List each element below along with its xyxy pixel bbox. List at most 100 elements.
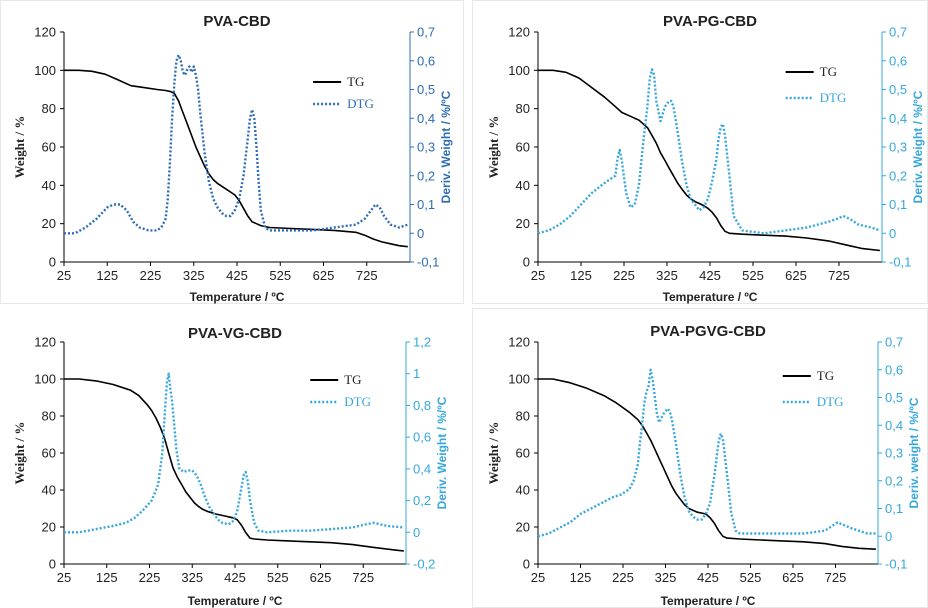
y-tick-label: 0 [49, 557, 56, 572]
legend-label-dtg: DTG [347, 96, 374, 111]
y2-tick-label: 0,3 [885, 446, 903, 461]
x-tick-label: 25 [57, 268, 71, 283]
y-tick-label: 0 [523, 255, 530, 270]
y-tick-label: 120 [34, 25, 56, 40]
legend-label-dtg: DTG [817, 394, 844, 409]
legend-label-tg: TG [820, 64, 837, 79]
y2-tick-label: -0,1 [885, 557, 907, 572]
y-tick-label: 80 [42, 101, 56, 116]
panel-background [472, 308, 928, 608]
y-tick-label: 40 [516, 483, 530, 498]
x-tick-label: 325 [181, 570, 203, 585]
y-tick-label: 100 [508, 63, 530, 78]
x-tick-label: 125 [570, 268, 592, 283]
x-tick-label: 425 [224, 570, 246, 585]
y2-axis-label: Deriv. Weight / %/ºC [435, 396, 449, 509]
y-tick-label: 100 [508, 372, 530, 387]
y-tick-label: 100 [34, 63, 56, 78]
y2-tick-label: 0,6 [417, 53, 435, 68]
y2-tick-label: 0,4 [413, 461, 431, 476]
panel-background [472, 0, 928, 304]
y2-tick-label: 1,2 [413, 335, 431, 350]
y2-tick-label: -0,1 [889, 255, 911, 270]
y-axis-label: Weight / % [486, 422, 501, 485]
y2-tick-label: 0,6 [889, 53, 907, 68]
chart-panel-2: 25 125 225 325 425 525 625 725 0 20 40 60 80 100 120 -0… [472, 0, 928, 304]
y-tick-label: 20 [516, 520, 530, 535]
y2-tick-label: 0 [889, 226, 896, 241]
y2-tick-label: 0,5 [417, 82, 435, 97]
x-tick-label: 125 [96, 268, 118, 283]
y-tick-label: 120 [508, 25, 530, 40]
y2-tick-label: 1 [413, 366, 420, 381]
chart-panel-3: 25 125 225 325 425 525 625 725 0 20 40 60 80 100 120 -0… [0, 308, 464, 608]
x-tick-label: 525 [269, 268, 291, 283]
y-tick-label: 40 [42, 483, 56, 498]
chart-title: PVA-VG-CBD [188, 325, 282, 342]
y-tick-label: 60 [516, 140, 530, 155]
x-tick-label: 325 [183, 268, 205, 283]
y2-tick-label: 0 [413, 525, 420, 540]
y2-tick-label: 0,7 [885, 335, 903, 350]
y-tick-label: 60 [516, 446, 530, 461]
y-axis-label: Weight / % [12, 116, 27, 179]
y2-tick-label: 0,5 [885, 390, 903, 405]
x-tick-label: 325 [655, 570, 677, 585]
x-tick-label: 225 [139, 570, 161, 585]
x-tick-label: 25 [57, 570, 71, 585]
y-tick-label: 0 [49, 255, 56, 270]
x-axis-label: Temperature / ºC [661, 594, 756, 608]
x-tick-label: 625 [313, 268, 335, 283]
y-tick-label: 60 [42, 140, 56, 155]
x-tick-label: 325 [656, 268, 678, 283]
x-tick-label: 425 [699, 268, 721, 283]
y-tick-label: 20 [42, 520, 56, 535]
y2-tick-label: 0,3 [889, 140, 907, 155]
x-tick-label: 225 [140, 268, 162, 283]
legend-label-dtg: DTG [820, 90, 847, 105]
y-axis-label: Weight / % [486, 116, 501, 179]
legend-label-tg: TG [817, 368, 834, 383]
chart-panel-4: 25 125 225 325 425 525 625 725 0 20 40 60 80 100 120 -0… [472, 308, 928, 608]
x-axis-label: Temperature / ºC [190, 290, 285, 304]
y-axis-label: Weight / % [12, 422, 27, 485]
x-tick-label: 425 [226, 268, 248, 283]
y2-tick-label: 0,7 [417, 25, 435, 40]
y2-tick-label: 0,4 [885, 418, 903, 433]
y2-tick-label: 0,4 [889, 111, 907, 126]
y-tick-label: 60 [42, 446, 56, 461]
y2-tick-label: 0,2 [885, 473, 903, 488]
y2-axis-label: Deriv. Weight / %/ºC [911, 90, 925, 203]
x-tick-label: 25 [531, 268, 545, 283]
x-tick-label: 125 [570, 570, 592, 585]
x-tick-label: 525 [740, 570, 762, 585]
chart-title: PVA-CBD [203, 13, 270, 30]
legend-label-tg: TG [347, 74, 364, 89]
y2-tick-label: 0,1 [417, 197, 435, 212]
y2-tick-label: 0,2 [413, 493, 431, 508]
y2-axis-label: Deriv. weight / %/ºC [907, 397, 921, 508]
x-tick-label: 225 [613, 268, 635, 283]
y-tick-label: 20 [42, 216, 56, 231]
x-tick-label: 225 [612, 570, 634, 585]
x-tick-label: 625 [785, 268, 807, 283]
legend-label-dtg: DTG [344, 394, 371, 409]
y2-tick-label: 0,1 [885, 501, 903, 516]
panel-background [0, 0, 464, 304]
panel-background [0, 308, 464, 608]
y2-tick-label: 0,3 [417, 140, 435, 155]
x-tick-label: 725 [352, 570, 374, 585]
y-tick-label: 80 [516, 409, 530, 424]
y2-tick-label: 0 [885, 529, 892, 544]
y2-tick-label: 0,6 [885, 362, 903, 377]
chart-panel-1: 25 125 225 325 425 525 625 725 0 20 40 60 80 100 120 -0… [0, 0, 464, 304]
y-tick-label: 0 [523, 557, 530, 572]
x-tick-label: 25 [531, 570, 545, 585]
x-axis-label: Temperature / ºC [188, 594, 283, 608]
y-tick-label: 40 [516, 178, 530, 193]
x-tick-label: 725 [825, 570, 847, 585]
y2-tick-label: 0,1 [889, 197, 907, 212]
chart-title: PVA-PG-CBD [663, 13, 757, 30]
y2-tick-label: 0,7 [889, 25, 907, 40]
